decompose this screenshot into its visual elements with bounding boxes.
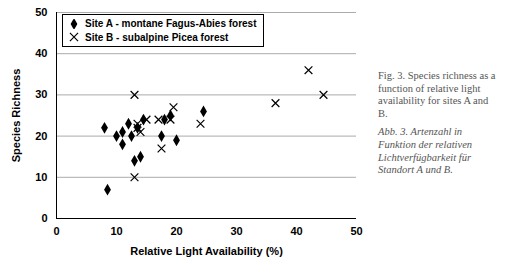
- svg-text:0: 0: [41, 212, 47, 224]
- svg-text:50: 50: [35, 6, 47, 18]
- html-text:Abb. 3. Artenzahl in Funktion: Abb. 3. Artenzahl in Funktion der relati…: [378, 126, 473, 176]
- svg-text:10: 10: [110, 225, 122, 237]
- svg-text:Relative Light Availability (%: Relative Light Availability (%): [130, 245, 283, 257]
- svg-text:Species Richness: Species Richness: [10, 69, 22, 163]
- svg-text:20: 20: [35, 130, 47, 142]
- html-text:Fig. 3. Species richness as a: Fig. 3. Species richness as a function o…: [378, 70, 496, 119]
- svg-text:10: 10: [35, 171, 47, 183]
- svg-text:20: 20: [170, 225, 182, 237]
- svg-text:50: 50: [350, 225, 362, 237]
- html-text:Site B - subalpine Picea fores: Site B - subalpine Picea forest: [85, 31, 229, 43]
- svg-text:30: 30: [230, 225, 242, 237]
- svg-text:0: 0: [53, 225, 59, 237]
- svg-text:40: 40: [290, 225, 302, 237]
- html-text:Site A - montane Fagus-Abies f: Site A - montane Fagus-Abies forest: [85, 18, 257, 29]
- svg-text:40: 40: [35, 47, 47, 59]
- svg-text:30: 30: [35, 88, 47, 100]
